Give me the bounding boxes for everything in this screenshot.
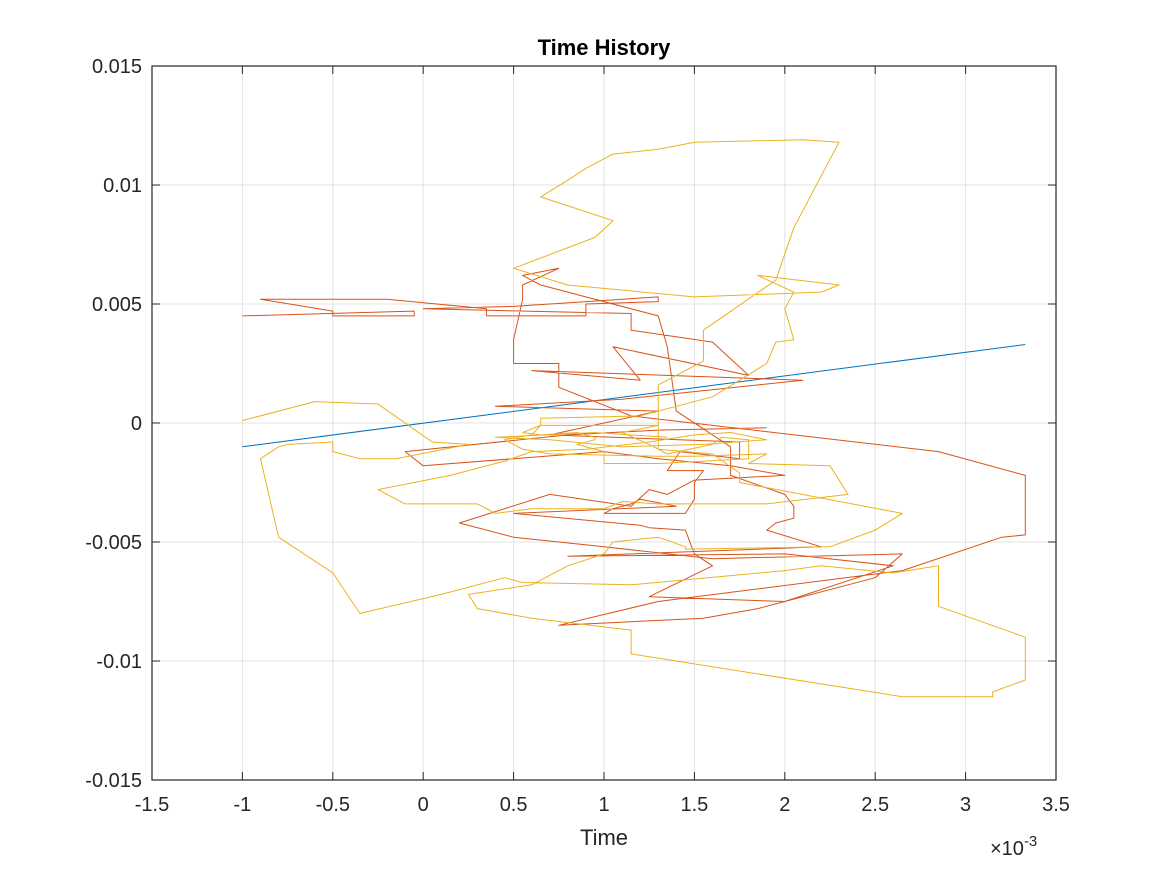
y-tick-label: 0.005 [92,294,142,316]
y-tick-label: -0.01 [96,651,142,673]
x-tick-label: 1 [598,794,609,816]
y-tick-labels: -0.015 -0.01 -0.005 0 0.005 0.01 0.015 [85,56,142,792]
x-exponent-base: ×10 [990,838,1024,860]
x-exponent-label: ×10-3 [990,833,1037,860]
x-tick-label: 2 [779,794,790,816]
x-tick-label: 0 [418,794,429,816]
series-line-1 [242,344,1026,448]
series-line-3 [242,139,1026,698]
x-exponent-power: -3 [1024,833,1037,850]
x-tick-label: -0.5 [316,794,350,816]
chart-title: Time History [538,35,672,60]
tick-marks [151,65,1057,781]
y-tick-label: 0 [131,413,142,435]
x-tick-label: 1.5 [680,794,708,816]
x-tick-label: 3.5 [1042,794,1070,816]
y-tick-label: -0.015 [85,770,142,792]
x-tick-label: 2.5 [861,794,889,816]
series-lines [242,139,1026,698]
x-tick-label: 0.5 [500,794,528,816]
x-tick-label: -1 [234,794,252,816]
y-tick-label: 0.015 [92,56,142,78]
x-tick-labels: -1.5 -1 -0.5 0 0.5 1 1.5 2 2.5 3 3.5 [135,794,1070,816]
y-tick-label: 0.01 [103,175,142,197]
x-axis-label: Time [580,825,628,850]
x-tick-label: 3 [960,794,971,816]
y-tick-label: -0.005 [85,532,142,554]
series-line-2 [242,267,1026,626]
x-tick-label: -1.5 [135,794,169,816]
